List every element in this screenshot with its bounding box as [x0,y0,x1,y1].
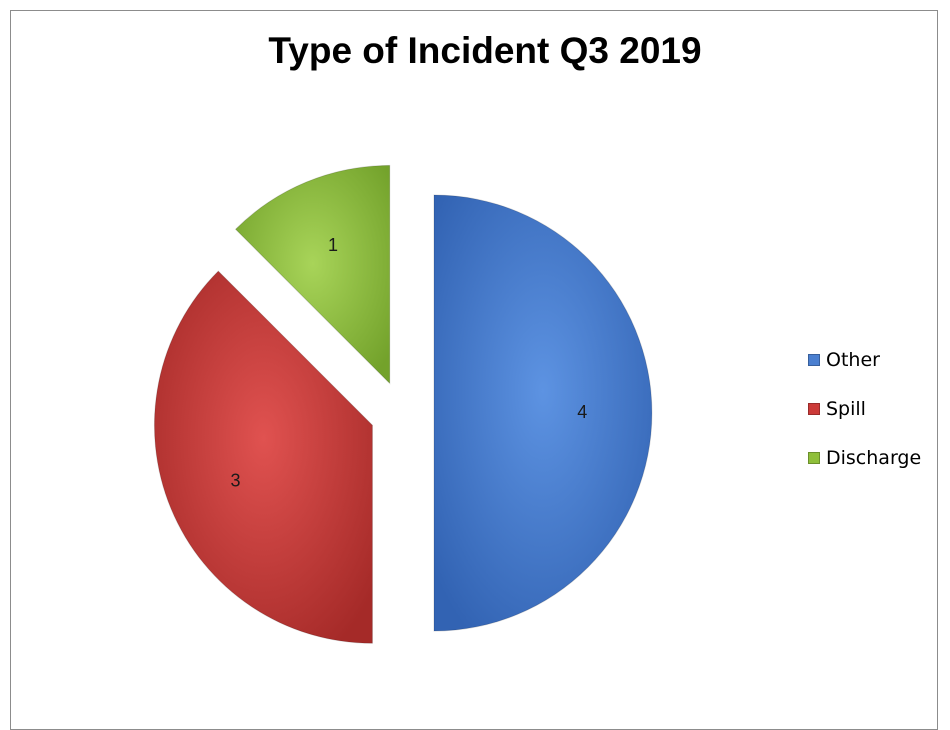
data-label-other: 4 [577,402,587,422]
legend: Other Spill Discharge [808,346,921,493]
legend-swatch-other [808,353,820,366]
pie-slice-discharge [234,164,391,385]
legend-label-discharge: Discharge [826,446,922,469]
legend-label-other: Other [826,348,880,371]
legend-swatch-discharge [808,451,820,464]
data-label-spill: 3 [230,471,240,491]
pie-slice-spill [153,270,373,644]
legend-label-spill: Spill [826,397,866,420]
chart-title: Type of Incident Q3 2019 [268,30,702,71]
legend-item-discharge: Discharge [808,444,921,471]
pie-slice-other [433,194,653,632]
legend-item-other: Other [808,346,921,373]
legend-item-spill: Spill [808,395,921,422]
legend-swatch-spill [808,402,820,415]
data-label-discharge: 1 [328,235,338,255]
